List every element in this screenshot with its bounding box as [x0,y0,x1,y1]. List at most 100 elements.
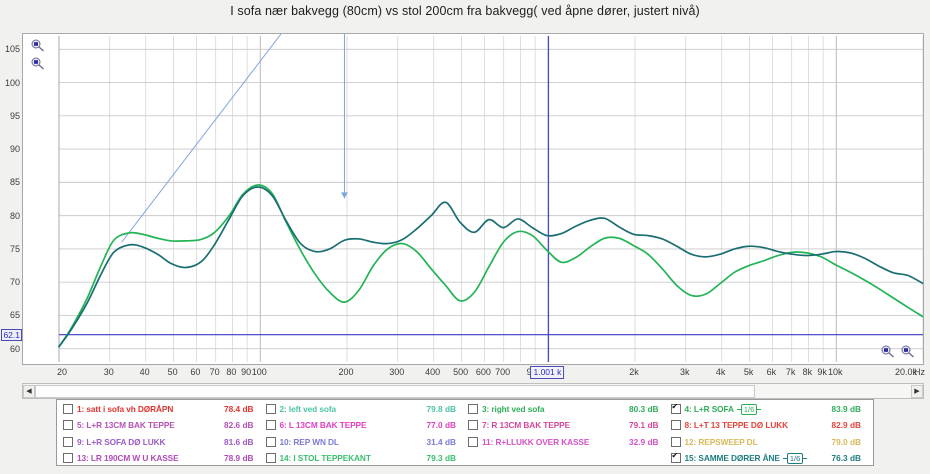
legend-checkbox-7[interactable] [468,420,478,431]
y-axis-tick: 95 [9,110,20,121]
legend-label-3: 3: right ved sofa [482,404,545,415]
x-axis-tick: 4k [715,367,726,377]
spl-frequency-response-chart [23,34,923,364]
legend-checkbox-10[interactable] [265,436,276,447]
legend-checkbox-5[interactable] [63,420,73,431]
legend-label-9: 9: L+R SOFA DØ LUKK [77,436,166,447]
legend-label-5: 5: L+R 13CM BAK TEPPE [77,420,175,431]
legend-label-10: 10: REP WN DL [279,436,340,447]
legend-item-5[interactable]: 5: L+R 13CM BAK TEPPE 82.6 dB [61,417,264,433]
scrollbar-thumb[interactable] [35,385,755,398]
legend-item-8[interactable]: 8: L+T 13 TEPPE DØ LUKK 82.9 dB [669,417,872,433]
x-axis-tick: 6k [766,367,777,377]
x-axis-tick: 80 [226,367,237,377]
x-axis-tick: 400 [425,367,441,377]
legend-level-10: 31.4 dB [426,436,456,447]
legend-item-3[interactable]: 3: right ved sofa 80.3 dB [466,401,669,417]
legend-level-3: 80.3 dB [628,404,659,415]
plot-area[interactable] [23,34,923,364]
legend-checkbox-9[interactable] [63,436,73,447]
page-title: I sofa nær bakvegg (80cm) vs stol 200cm … [230,4,700,18]
legend-item-14[interactable]: 14: I STOL TEPPEKANT 79.3 dB [264,450,467,466]
legend-checkbox-15[interactable] [670,451,681,464]
y-axis: 105 100 95 90 85 80 75 70 65 60 62.1 [0,33,22,365]
x-axis-unit: Hz [914,367,925,377]
legend-level-6: 77.0 dB [426,420,456,431]
y-axis-tick: 75 [9,243,20,254]
legend-level-13: 78.9 dB [223,453,254,464]
legend-item-2[interactable]: 2: left ved sofa 79.8 dB [264,401,467,417]
scroll-right-arrow[interactable]: ▶ [911,385,923,398]
legend-label-4: 4: L+R SOFA [684,404,734,415]
x-axis-tick: 20 [56,367,68,377]
legend-checkbox-13[interactable] [63,453,73,464]
scrollbar-track[interactable]: ◀ ▶ [22,383,924,399]
x-axis-tick: 8k [802,367,813,377]
legend-item-1[interactable]: 1: satt i sofa vh DØRÅPN 78.4 dB [61,401,264,417]
x-axis-tick: 5k [743,367,754,377]
measurement-legend-panel[interactable]: 1: satt i sofa vh DØRÅPN 78.4 dB 2: left v… [56,399,874,466]
x-axis-tick: 60 [190,367,201,377]
legend-label-1: 1: satt i sofa vh DØRÅPN [77,404,174,415]
legend-level-1: 78.4 dB [223,404,254,415]
legend-checkbox-4[interactable] [670,402,681,415]
legend-level-14: 79.3 dB [426,453,456,464]
legend-label-7: 7: R 13CM BAK TEPPE [482,420,571,431]
x-axis-tick: 2k [629,367,639,377]
legend-level-4: 83.9 dB [831,404,861,415]
legend-label-8: 8: L+T 13 TEPPE DØ LUKK [684,420,789,431]
y-axis-tick: 85 [9,177,20,188]
legend-smoothing-badge-4[interactable]: 1/6 [736,403,762,415]
x-axis-tick: 30 [103,367,114,377]
legend-item-10[interactable]: 10: REP WN DL 31.4 dB [264,434,467,450]
x-cursor-value[interactable]: 1.001 k [530,366,565,379]
magnifier-minus-icon-2[interactable] [901,345,915,358]
legend-label-12: 12: REPSWEEP DL [684,436,758,447]
x-axis-tick: 90 [241,367,252,377]
legend-checkbox-1[interactable] [63,404,73,415]
legend-checkbox-3[interactable] [468,404,478,415]
legend-label-14: 14: I STOL TEPPEKANT [279,453,371,464]
legend-checkbox-12[interactable] [670,436,681,447]
legend-checkbox-11[interactable] [468,436,478,447]
horizontal-scroll-row[interactable]: ◀ ▶ [22,383,924,399]
legend-item-11[interactable]: 11: R+LLUKK OVER KASSE 32.9 dB [466,434,669,450]
legend-label-11: 11: R+LLUKK OVER KASSE [482,436,590,447]
legend-level-12: 79.0 dB [831,436,861,447]
y-axis-tick: 80 [9,210,20,221]
legend-item-9[interactable]: 9: L+R SOFA DØ LUKK 81.6 dB [61,434,264,450]
legend-empty-cell [466,450,669,466]
x-axis-tick: 200 [338,367,354,377]
legend-checkbox-14[interactable] [265,453,276,464]
legend-checkbox-8[interactable] [670,420,681,431]
legend-checkbox-2[interactable] [265,404,276,415]
legend-label-13: 13: LR 190CM W U KASSE [77,453,179,464]
x-axis-tick: 100 [251,367,267,377]
x-axis-tick: 20.0k [894,367,918,377]
legend-item-13[interactable]: 13: LR 190CM W U KASSE 78.9 dB [61,450,264,466]
y-cursor-value[interactable]: 62.1 [1,328,22,341]
x-axis-tick: 70 [209,367,220,377]
legend-item-12[interactable]: 12: REPSWEEP DL 79.0 dB [669,434,872,450]
chart-plot-frame[interactable] [22,33,924,365]
legend-level-2: 79.8 dB [426,404,456,415]
legend-label-15: 15: SAMME DØRER ÅNE [684,453,780,464]
x-axis: Hz 20 30 40 50 60 70 80 90 100 200 300 400 500 600 700… [22,366,925,382]
legend-item-6[interactable]: 6: L 13CM BAK TEPPE 77.0 dB [264,417,467,433]
legend-smoothing-badge-15[interactable]: 1/6 [782,452,808,464]
y-axis-tick: 105 [4,44,20,55]
scroll-left-arrow[interactable]: ◀ [23,385,35,398]
magnifier-minus-icon[interactable] [31,57,45,70]
x-axis-tick: 700 [495,367,511,377]
x-axis-tick: 3k [679,367,690,377]
y-axis-tick: 100 [4,77,20,88]
legend-item-7[interactable]: 7: R 13CM BAK TEPPE 79.1 dB [466,417,669,433]
magnifier-plus-icon-2[interactable] [881,345,895,358]
legend-checkbox-6[interactable] [265,420,276,431]
x-axis-tick: 10k [828,367,843,377]
legend-level-8: 82.9 dB [831,420,861,431]
y-axis-tick: 60 [9,343,20,354]
magnifier-plus-icon[interactable] [31,39,45,52]
